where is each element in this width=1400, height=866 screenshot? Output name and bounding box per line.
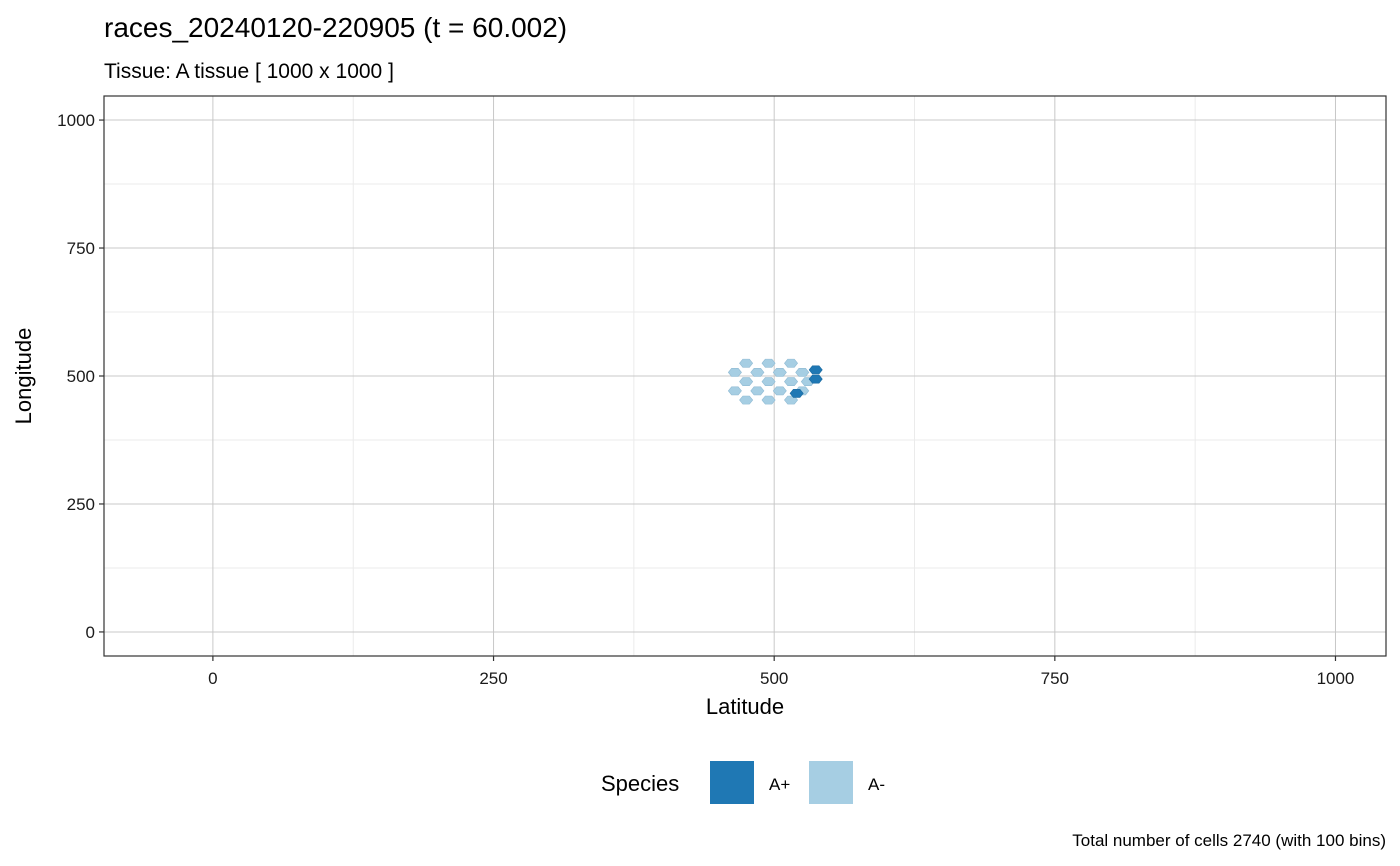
x-tick-label: 500 [760, 669, 788, 688]
major-gridlines [104, 96, 1386, 656]
hex-bin-a-minus [727, 368, 742, 377]
hex-bin-a-minus [795, 368, 810, 377]
y-axis-title: Longitude [11, 328, 36, 425]
hex-bin-a-plus [789, 389, 804, 398]
legend: Species A+ A- [601, 761, 885, 804]
hex-bin-a-minus [784, 377, 799, 387]
y-tick-label: 250 [67, 495, 95, 514]
hex-bin-a-minus [761, 358, 776, 368]
x-axis-ticks: 0 250 500 750 1000 [208, 656, 1354, 688]
x-tick-label: 750 [1041, 669, 1069, 688]
x-axis-title: Latitude [706, 694, 784, 719]
legend-swatch-a-minus [809, 761, 853, 804]
y-tick-label: 0 [86, 623, 95, 642]
hex-bin-a-minus [750, 386, 765, 396]
minor-gridlines [104, 96, 1386, 656]
hex-bin-a-plus [808, 374, 823, 384]
hex-bin-a-minus [761, 395, 776, 405]
legend-label-a-plus: A+ [769, 775, 790, 794]
y-tick-label: 1000 [57, 111, 95, 130]
hex-bin-a-minus [739, 358, 754, 368]
legend-swatch-a-plus [710, 761, 754, 804]
legend-title: Species [601, 771, 679, 796]
legend-label-a-minus: A- [868, 775, 885, 794]
hex-bin-a-minus [739, 377, 754, 387]
y-axis-ticks: 0 250 500 750 1000 [57, 111, 104, 642]
hex-bin-a-minus [784, 358, 799, 368]
chart-caption: Total number of cells 2740 (with 100 bin… [1072, 831, 1386, 850]
hex-bin-a-minus [750, 368, 765, 377]
x-tick-label: 1000 [1317, 669, 1355, 688]
chart-subtitle: Tissue: A tissue [ 1000 x 1000 ] [104, 60, 394, 83]
hex-bin-a-plus [808, 365, 823, 375]
x-tick-label: 0 [208, 669, 217, 688]
hex-bin-a-minus [772, 386, 787, 396]
hex-bin-a-minus [727, 386, 742, 396]
y-tick-label: 750 [67, 239, 95, 258]
hex-bin-a-minus [761, 377, 776, 387]
chart-title: races_20240120-220905 (t = 60.002) [104, 12, 567, 43]
x-tick-label: 250 [479, 669, 507, 688]
y-tick-label: 500 [67, 367, 95, 386]
hex-bin-a-minus [739, 395, 754, 405]
hex-bin-a-minus [772, 368, 787, 377]
hex-bins [727, 358, 823, 405]
